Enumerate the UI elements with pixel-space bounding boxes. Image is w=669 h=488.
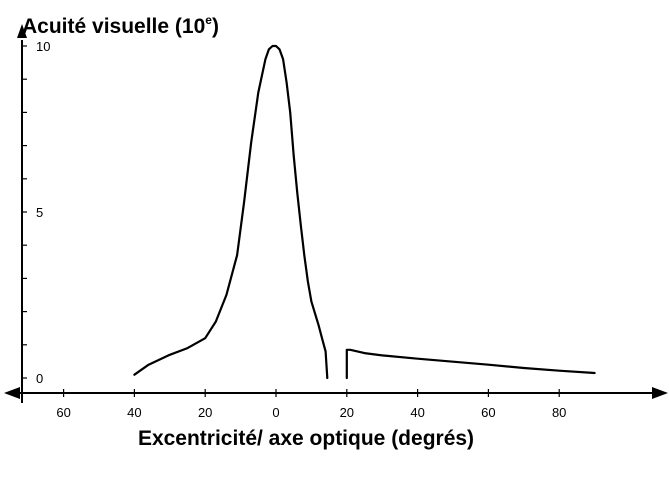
x-axis-arrow-left <box>4 387 20 399</box>
x-tick-label: 20 <box>198 405 212 420</box>
x-tick-label: 40 <box>127 405 141 420</box>
x-tick-label: 0 <box>272 405 279 420</box>
x-tick-label: 40 <box>410 405 424 420</box>
x-axis-arrow-right <box>652 387 668 399</box>
y-axis-title-close: ) <box>212 15 219 38</box>
y-tick-label: 10 <box>36 39 50 54</box>
y-tick-label: 5 <box>36 205 43 220</box>
x-tick-label: 20 <box>340 405 354 420</box>
acuity-curves <box>133 44 596 380</box>
axis-ticks <box>22 45 560 397</box>
acuity-curve-peripheral <box>345 348 596 380</box>
y-axis-title-sup: e <box>205 13 212 27</box>
x-tick-label: 60 <box>56 405 70 420</box>
acuity-curve-central <box>133 44 329 380</box>
y-axis-arrow <box>17 24 27 38</box>
x-axis-title: Excentricité/ axe optique (degrés) <box>138 427 474 450</box>
x-tick-label: 80 <box>552 405 566 420</box>
axis-tick-labels: 60 40 20 0 20 40 60 80 0 5 10 <box>36 39 566 420</box>
y-axis-title-main: Acuité visuelle (10 <box>22 15 205 38</box>
x-tick-label: 60 <box>481 405 495 420</box>
y-axis-title: Acuité visuelle (10e) <box>22 13 219 38</box>
y-tick-label: 0 <box>36 371 43 386</box>
